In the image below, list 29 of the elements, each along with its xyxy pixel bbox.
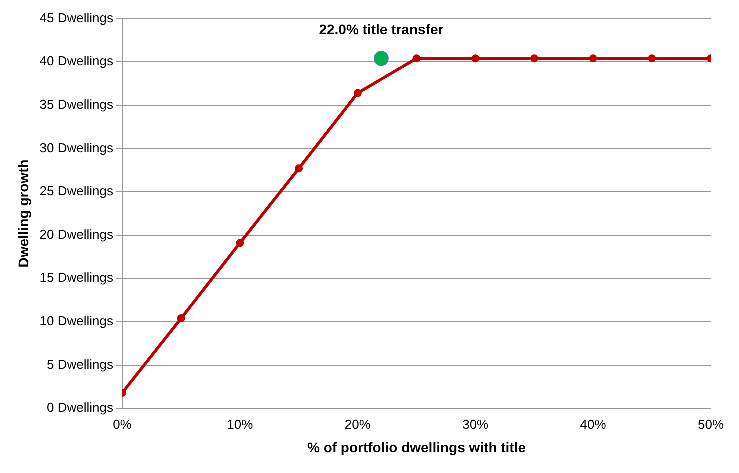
y-tick-label: 10 Dwellings <box>40 314 114 329</box>
point <box>530 54 538 63</box>
point <box>236 239 244 248</box>
annotation: 22.0% title transfer <box>319 22 444 38</box>
point <box>472 54 480 63</box>
y-tick-label: 30 Dwellings <box>40 140 114 156</box>
x-tick-label: 40% <box>580 416 607 432</box>
point <box>374 51 389 66</box>
point <box>589 54 598 63</box>
y-tick-label: 5 Dwellings <box>47 356 114 372</box>
point <box>354 89 362 98</box>
point <box>412 54 421 63</box>
y-tick-label: 20 Dwellings <box>40 226 114 242</box>
x-tick-label: 20% <box>344 416 372 432</box>
y-tick-label: 35 Dwellings <box>40 97 114 112</box>
y-tick-label: 25 Dwellings <box>40 184 114 199</box>
x-tick-label: 0% <box>113 416 132 432</box>
x-tick-label: 50% <box>698 416 724 432</box>
x-tick-label: 10% <box>227 416 254 432</box>
point <box>648 54 656 63</box>
x-axis-title: % of portfolio dwellings with title <box>307 439 526 456</box>
y-tick-label: 15 Dwellings <box>40 270 114 286</box>
y-axis-title: Dwelling growth <box>15 160 32 268</box>
y-tick-label: 40 Dwellings <box>40 54 114 69</box>
x-tick-label: 30% <box>462 416 490 432</box>
point <box>177 314 186 323</box>
y-tick-label: 45 Dwellings <box>40 10 114 26</box>
point <box>295 164 304 173</box>
y-tick-label: 0 Dwellings <box>47 400 114 416</box>
